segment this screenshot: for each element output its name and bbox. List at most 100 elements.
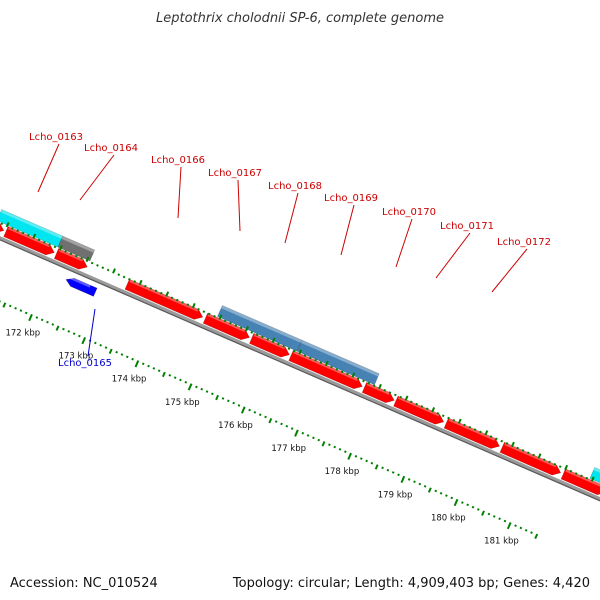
scale-tick (450, 496, 454, 500)
forward-cds-arrow-highlight (129, 279, 199, 312)
scale-tick (120, 353, 124, 356)
scale-tick (195, 385, 198, 389)
scale-tick (306, 434, 310, 437)
scale-tick (2, 302, 7, 308)
gene-label[interactable]: Lcho_0167 (208, 168, 262, 179)
outer-ring-tick (106, 268, 110, 272)
outer-ring-tick (351, 372, 356, 378)
scale-tick (19, 309, 23, 312)
gene-label[interactable]: Lcho_0169 (324, 193, 378, 204)
outer-ring-tick (516, 446, 519, 450)
outer-ring-tick (181, 301, 184, 304)
forward-cds-arrow (202, 312, 250, 341)
outer-ring-tick (186, 303, 190, 307)
scale-tick (157, 369, 161, 373)
gene-leader-line (87, 308, 96, 357)
outer-ring-tick (447, 416, 450, 420)
outer-ring-tick (144, 284, 147, 288)
scale-label: 179 kbp (378, 490, 413, 500)
backbone-layer (0, 236, 600, 502)
reverse-cds-arrow (65, 277, 98, 297)
outer-ring-tick (170, 296, 174, 300)
outer-ring-tick (101, 266, 105, 270)
gene-label[interactable]: Lcho_0168 (268, 181, 322, 192)
outer-ring-tick (122, 275, 126, 279)
outer-ring-tick (80, 257, 83, 260)
scale-tick (99, 343, 102, 347)
outer-ring-tick (569, 469, 573, 473)
scale-tick (386, 468, 390, 472)
outer-ring-tick (308, 356, 312, 360)
gene-label[interactable]: Lcho_0164 (84, 143, 138, 154)
outer-ring-tick (191, 302, 196, 309)
scale-tick (434, 489, 438, 493)
scale-label: 180 kbp (431, 513, 466, 523)
topology-text: Topology: circular; Length: 4,909,403 bp… (232, 576, 590, 591)
outer-ring-tick (457, 418, 462, 424)
gene-label[interactable]: Lcho_0166 (151, 155, 205, 166)
scale-label: 181 kbp (484, 537, 519, 547)
outer-ring-tick (218, 314, 223, 320)
scale-tick (173, 376, 177, 379)
outer-ring-tick (548, 460, 551, 464)
scale-tick (498, 517, 501, 521)
scale-tick (290, 427, 294, 430)
outer-ring-tick (484, 430, 489, 436)
scale-tick (8, 304, 12, 308)
gene-label[interactable]: Lcho_0170 (382, 207, 436, 218)
outer-ring-tick (276, 342, 280, 346)
scale-tick (477, 508, 480, 511)
pseudo-band (57, 235, 96, 262)
accession-text: Accession: NC_010524 (10, 576, 158, 591)
scale-label: 175 kbp (165, 398, 200, 408)
outer-ring-tick (425, 407, 429, 411)
scale-tick (294, 429, 299, 437)
scale-tick (67, 330, 71, 333)
scale-tick (161, 371, 166, 378)
scale-tick (354, 454, 358, 458)
scale-tick (397, 473, 400, 477)
scale-tick (280, 422, 283, 426)
forward-cds-arrow-highlight (8, 227, 51, 248)
scale-tick (344, 450, 347, 453)
outer-ring-tick (590, 476, 595, 482)
scale-tick (391, 471, 395, 474)
forward-cds-arrow (499, 441, 562, 476)
scale-tick (28, 313, 33, 322)
gene-label[interactable]: Lcho_0165 (58, 358, 112, 369)
outer-ring-tick (48, 243, 51, 246)
gene-label[interactable]: Lcho_0172 (497, 237, 551, 248)
outer-ring-tick (197, 308, 200, 311)
outer-ring-tick (324, 360, 329, 367)
gene-label[interactable]: Lcho_0163 (29, 132, 83, 143)
scale-tick (301, 431, 305, 435)
scale-tick (312, 436, 315, 440)
scale-tick (55, 325, 60, 331)
outer-ring-tick (553, 462, 557, 466)
gene-leader-line (177, 166, 182, 219)
scale-tick (40, 318, 44, 322)
scale-tick (81, 337, 87, 345)
outer-ring-tick (580, 474, 583, 478)
outer-ring-tick (489, 435, 493, 438)
outer-ring-tick (271, 337, 276, 344)
scale-tick (365, 459, 368, 463)
outer-ring-tick (542, 458, 546, 461)
scale-tick (147, 364, 150, 368)
outer-ring-tick (138, 279, 143, 286)
scale-tick (62, 327, 65, 331)
gene-label[interactable]: Lcho_0171 (440, 221, 494, 232)
scale-tick (328, 443, 331, 447)
outer-ring-tick (378, 383, 382, 390)
forward-cds-arrow (0, 222, 5, 232)
scale-tick (264, 415, 267, 419)
outer-ring-tick (537, 453, 542, 459)
scale-tick (514, 524, 517, 528)
outer-ring-tick (5, 222, 10, 228)
outer-ring-tick (37, 238, 41, 242)
outer-ring-tick (266, 338, 269, 341)
scale-tick (427, 487, 432, 493)
scale-tick (359, 457, 363, 460)
